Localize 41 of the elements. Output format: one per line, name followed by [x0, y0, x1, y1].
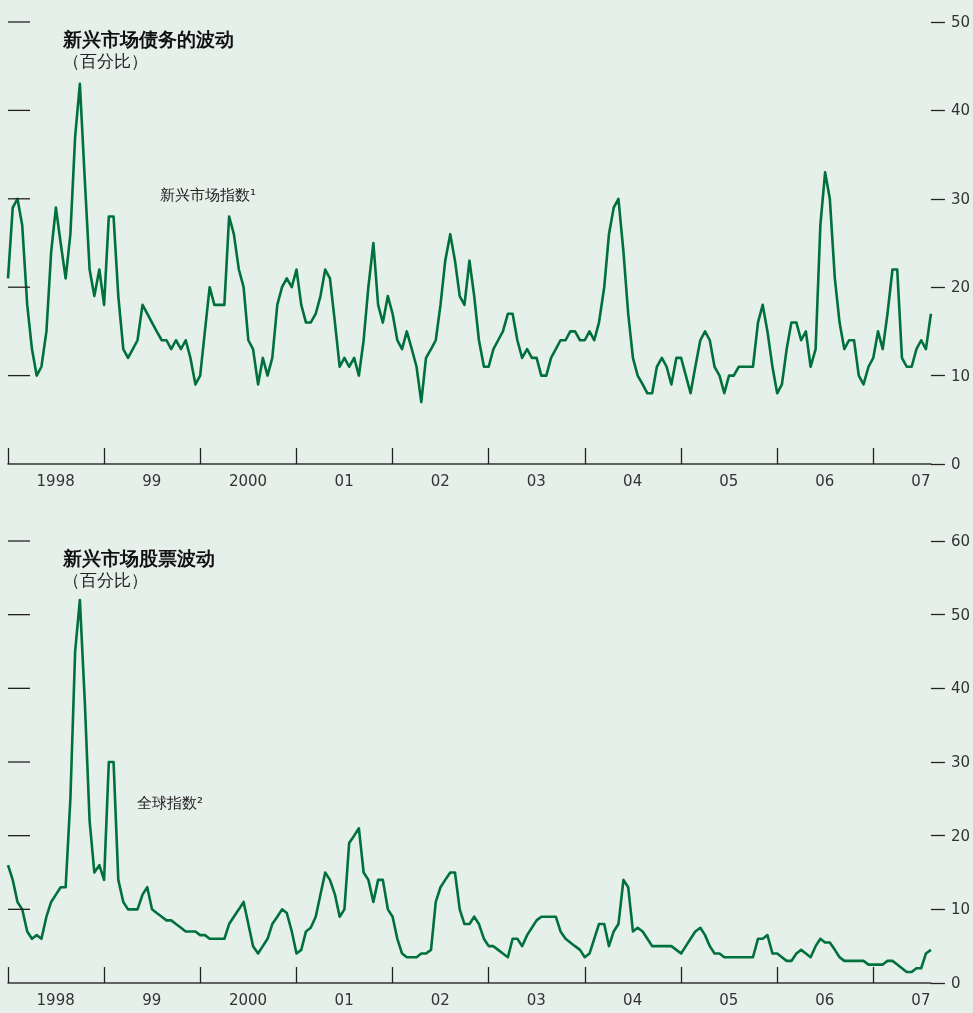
x-tick-label: 04	[623, 990, 643, 1009]
x-tick-label: 01	[334, 990, 354, 1009]
text: （百分比）	[63, 50, 148, 71]
chart-title: 新兴市场股票波动	[62, 546, 215, 569]
line-series	[6, 82, 933, 404]
y-tick-label: 0	[950, 974, 961, 992]
y-tick-label: 20	[950, 826, 971, 845]
y-tick-label: 40	[950, 679, 971, 698]
y-tick-label: 30	[950, 189, 971, 208]
x-tick-label: 1998	[36, 471, 75, 490]
y-tick-label: 10	[950, 900, 971, 919]
x-tick-label: 05	[719, 990, 739, 1009]
x-tick-label: 06	[815, 990, 835, 1009]
y-tick-label: 30	[950, 753, 971, 771]
x-tick-label: 06	[815, 471, 835, 490]
text: （百分比）	[63, 569, 148, 590]
chart-title: 新兴市场债务的波动	[62, 27, 234, 50]
y-tick-label: 50	[950, 605, 971, 624]
line-series	[6, 598, 933, 974]
x-tick-label: 2000	[228, 990, 268, 1009]
x-tick-label: 99	[142, 471, 162, 490]
x-tick-label: 05	[719, 471, 739, 490]
x-tick-label: 1998	[36, 990, 75, 1009]
x-tick-label: 04	[623, 471, 643, 490]
y-tick-label: 50	[950, 13, 971, 31]
x-tick-label: 07	[911, 990, 931, 1009]
annotation: 新兴市场指数¹	[160, 185, 257, 204]
y-tick-label: 0	[950, 455, 961, 473]
annotation: 全球指数²	[137, 793, 204, 812]
x-tick-label: 99	[142, 990, 162, 1009]
y-tick-label: 60	[950, 532, 971, 550]
y-tick-label: 10	[950, 366, 971, 385]
x-tick-label: 07	[911, 471, 931, 490]
x-tick-label: 02	[430, 990, 450, 1009]
x-tick-label: 03	[526, 990, 546, 1009]
y-tick-label: 40	[950, 101, 971, 120]
y-tick-label: 20	[950, 278, 971, 297]
x-tick-label: 01	[334, 471, 354, 490]
x-tick-label: 03	[526, 471, 546, 490]
x-tick-label: 2000	[228, 471, 268, 490]
x-tick-label: 02	[430, 471, 450, 490]
